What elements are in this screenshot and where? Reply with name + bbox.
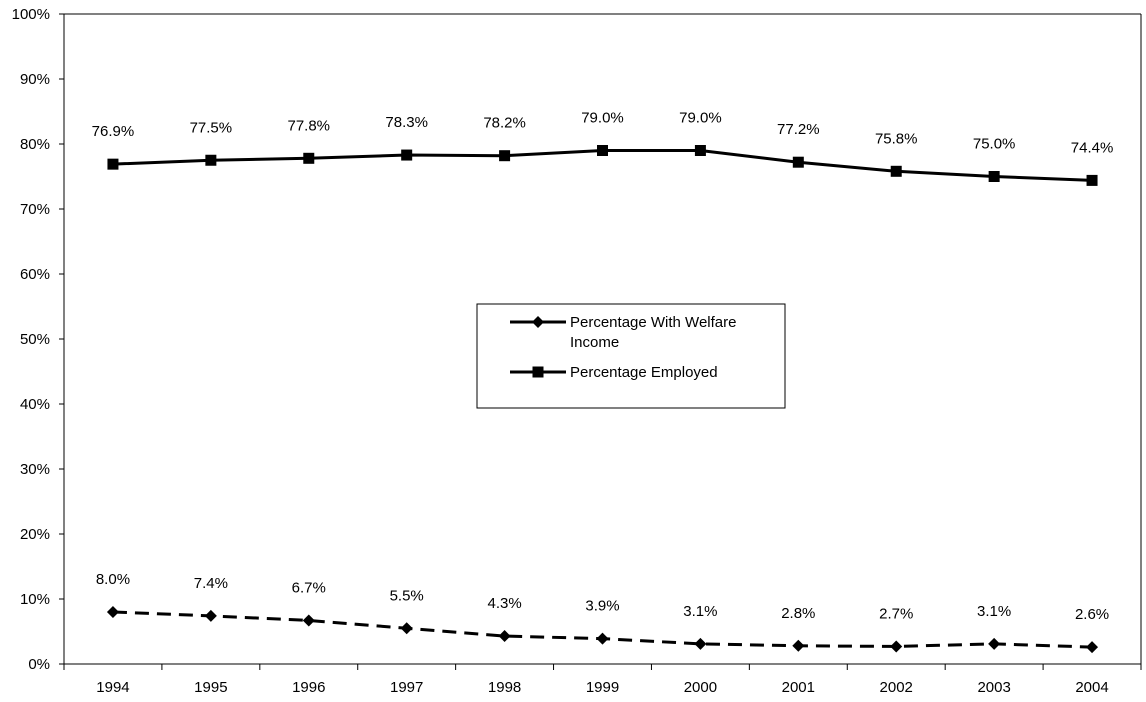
- x-tick-label: 2004: [1075, 679, 1108, 696]
- data-point: [988, 637, 1001, 650]
- x-tick-label: 1994: [96, 679, 129, 696]
- data-point: [1086, 174, 1098, 186]
- y-tick-label: 80%: [20, 136, 50, 153]
- data-label: 3.9%: [585, 598, 619, 615]
- data-label: 77.8%: [287, 117, 330, 134]
- data-label: 74.4%: [1071, 139, 1114, 156]
- legend-label: Income: [570, 334, 619, 351]
- data-point: [792, 156, 804, 168]
- x-tick-label: 2003: [977, 679, 1010, 696]
- legend-item: Percentage With Welfare Income: [510, 314, 736, 351]
- data-point: [204, 609, 217, 622]
- data-point: [106, 606, 119, 618]
- data-label: 77.5%: [190, 119, 233, 136]
- y-tick-label: 0%: [28, 656, 50, 673]
- data-point: [694, 637, 707, 650]
- data-label: 7.4%: [194, 575, 228, 592]
- y-tick-label: 70%: [20, 201, 50, 218]
- data-labels: 8.0% 7.4% 6.7% 5.5% 4.3% 3.9% 3.1% 2.8% 2.7% 3.1%…: [92, 110, 1114, 624]
- y-tick-label: 10%: [20, 591, 50, 608]
- data-point: [400, 622, 413, 635]
- data-label: 79.0%: [679, 110, 722, 127]
- legend-item: Percentage Employed: [510, 364, 718, 381]
- data-point: [792, 639, 805, 652]
- data-point: [302, 614, 315, 627]
- data-point: [988, 171, 1000, 182]
- series-layer: [106, 145, 1099, 654]
- y-tick-label: 60%: [20, 266, 50, 283]
- x-tick-label: 1998: [488, 679, 521, 696]
- data-label: 5.5%: [390, 587, 424, 604]
- data-point: [596, 632, 609, 645]
- series-welfare-income: [106, 606, 1099, 654]
- data-label: 77.2%: [777, 121, 820, 138]
- x-tick-label: 2002: [880, 679, 913, 696]
- legend: Percentage With WelfareIncomePercentage …: [476, 303, 786, 409]
- x-tick-label: 2001: [782, 679, 815, 696]
- data-point: [401, 149, 413, 161]
- data-point: [694, 145, 706, 156]
- data-point: [499, 150, 511, 162]
- data-label: 78.2%: [483, 115, 526, 132]
- data-point: [107, 158, 119, 170]
- data-point: [303, 152, 315, 164]
- y-tick-label: 20%: [20, 526, 50, 543]
- data-point: [498, 630, 511, 643]
- y-tick-label: 50%: [20, 331, 50, 348]
- x-tick-label: 2000: [684, 679, 717, 696]
- data-point: [890, 640, 903, 653]
- data-label: 79.0%: [581, 110, 624, 127]
- x-tick-label: 1996: [292, 679, 325, 696]
- series-employed: [107, 145, 1098, 186]
- legend-label: Percentage With Welfare: [570, 314, 736, 331]
- data-point: [890, 165, 902, 177]
- y-tick-label: 30%: [20, 461, 50, 478]
- y-tick-label: 40%: [20, 396, 50, 413]
- data-label: 78.3%: [385, 114, 428, 131]
- x-tick-label: 1995: [194, 679, 227, 696]
- data-label: 2.7%: [879, 605, 913, 622]
- y-tick-label: 100%: [12, 6, 50, 23]
- data-label: 3.1%: [977, 603, 1011, 620]
- data-point: [597, 145, 608, 156]
- data-label: 76.9%: [92, 123, 135, 140]
- data-point: [205, 154, 217, 166]
- data-label: 8.0%: [96, 571, 130, 588]
- data-label: 6.7%: [292, 579, 326, 596]
- x-tick-label: 1997: [390, 679, 423, 696]
- data-label: 75.0%: [973, 136, 1016, 153]
- data-point: [1086, 641, 1099, 654]
- data-label: 3.1%: [683, 603, 717, 620]
- y-tick-label: 90%: [20, 71, 50, 88]
- legend-marker: [532, 366, 544, 378]
- legend-label: Percentage Employed: [570, 364, 718, 381]
- axes: 0% 10% 20% 30% 40% 50% 60% 70% 80% 90% 100% 1994 199…: [12, 6, 1142, 696]
- x-tick-label: 1999: [586, 679, 619, 696]
- legend-marker: [532, 316, 544, 328]
- data-label: 2.6%: [1075, 606, 1109, 623]
- data-label: 4.3%: [487, 595, 521, 612]
- data-label: 2.8%: [781, 605, 815, 622]
- data-label: 75.8%: [875, 130, 918, 147]
